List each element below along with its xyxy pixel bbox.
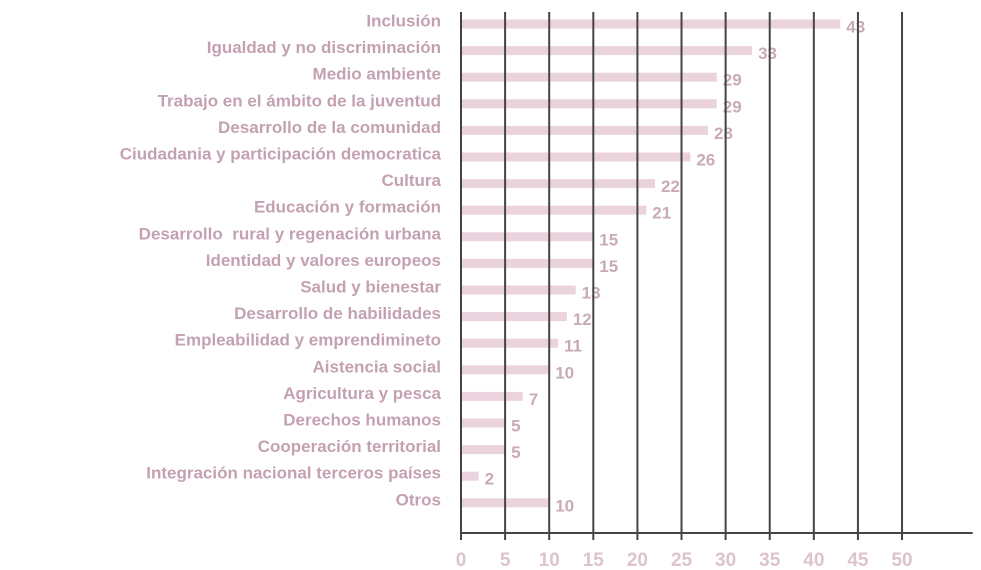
value-label: 5: [511, 443, 520, 462]
category-label: Derechos humanos: [283, 410, 441, 429]
x-tick-label: 50: [891, 550, 912, 570]
bar: [461, 285, 576, 295]
category-label: Igualdad y no discriminación: [207, 38, 441, 57]
value-label: 43: [846, 17, 865, 36]
value-label: 10: [555, 363, 574, 382]
x-tick-label: 40: [803, 550, 824, 570]
bar: [461, 338, 559, 348]
category-label: Cooperación territorial: [258, 437, 441, 456]
bar: [461, 232, 594, 242]
x-tick-label: 25: [671, 550, 693, 570]
value-label: 29: [723, 97, 742, 116]
x-tick-label: 45: [847, 550, 869, 570]
value-label: 5: [511, 416, 520, 435]
value-label: 10: [555, 496, 574, 515]
bar: [461, 72, 717, 82]
bar: [461, 258, 594, 268]
category-label: Identidad y valores europeos: [206, 251, 441, 270]
bar: [461, 391, 523, 401]
category-label: Desarrollo de la comunidad: [218, 118, 441, 137]
bar: [461, 125, 708, 135]
category-label: Otros: [396, 490, 441, 509]
x-tick-label: 35: [759, 550, 781, 570]
category-label: Integración nacional terceros países: [146, 464, 441, 483]
bar: [461, 445, 506, 455]
x-tick-label: 30: [715, 550, 736, 570]
value-label: 29: [723, 71, 742, 90]
x-tick-label: 15: [583, 550, 605, 570]
value-label: 13: [582, 283, 601, 302]
bar: [461, 471, 479, 481]
category-label: Medio ambiente: [313, 65, 441, 84]
bar: [461, 46, 753, 56]
category-label: Cultura: [382, 171, 442, 190]
value-label: 7: [529, 390, 538, 409]
value-label: 2: [485, 470, 494, 489]
category-label: Educación y formación: [254, 198, 441, 217]
bar: [461, 19, 841, 29]
value-label: 11: [564, 337, 582, 356]
category-label: Ciudadania y participación democratica: [120, 144, 442, 163]
category-label: Desarrollo rural y regenación urbana: [139, 224, 442, 243]
category-label: Aistencia social: [312, 357, 441, 376]
value-label: 22: [661, 177, 680, 196]
bar: [461, 179, 656, 189]
x-tick-label: 0: [456, 550, 467, 570]
category-label: Empleabilidad y emprendimineto: [175, 331, 441, 350]
value-label: 28: [714, 124, 733, 143]
bar: [461, 418, 506, 428]
bar: [461, 99, 717, 109]
category-label: Salud y bienestar: [300, 277, 441, 296]
value-label: 21: [652, 204, 671, 223]
bar: [461, 205, 647, 215]
value-label: 15: [599, 257, 618, 276]
category-label: Inclusión: [366, 11, 441, 30]
value-label: 15: [599, 230, 618, 249]
x-tick-label: 10: [539, 550, 560, 570]
bar: [461, 152, 691, 162]
value-label: 12: [573, 310, 592, 329]
bar: [461, 312, 567, 322]
x-tick-label: 20: [627, 550, 648, 570]
category-label: Desarrollo de habilidades: [234, 304, 441, 323]
category-label: Agricultura y pesca: [283, 384, 441, 403]
value-label: 33: [758, 44, 777, 63]
x-tick-label: 5: [500, 550, 511, 570]
category-label: Trabajo en el ámbito de la juventud: [158, 91, 441, 110]
value-label: 26: [696, 150, 715, 169]
